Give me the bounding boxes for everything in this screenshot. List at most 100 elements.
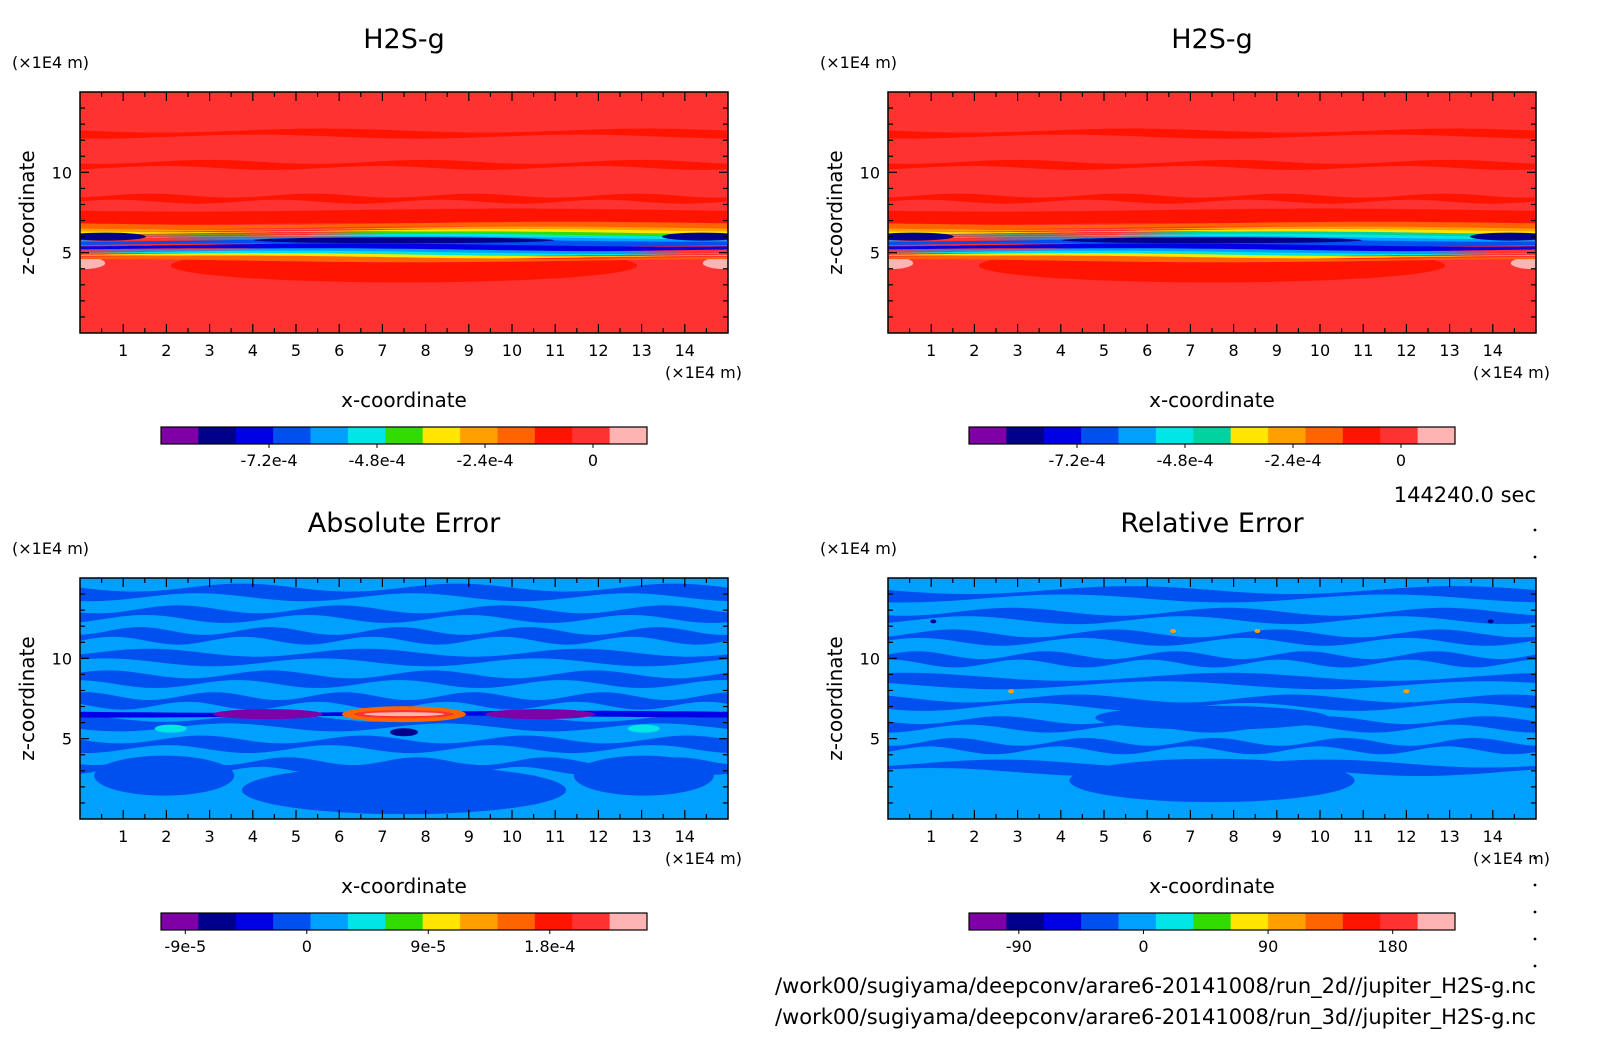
x-tick-label: 14 (1483, 341, 1503, 360)
y-unit-label: (×1E4 m) (12, 539, 89, 558)
contour-blob (1470, 232, 1536, 241)
contour-field (888, 578, 1536, 819)
colorbar-swatch (385, 913, 424, 930)
margin-dot (1533, 937, 1537, 941)
x-tick-label: 7 (377, 827, 387, 846)
x-tick-label: 7 (1185, 827, 1195, 846)
x-tick-label: 11 (545, 341, 565, 360)
contour-band (888, 253, 1536, 259)
contour-band (80, 250, 728, 257)
y-axis-label: z-coordinate (823, 636, 847, 760)
colorbar-swatch (572, 913, 611, 930)
colorbar-swatch (1043, 427, 1082, 444)
colorbar-label: 180 (1377, 937, 1408, 956)
x-axis-label: x-coordinate (1149, 874, 1275, 898)
colorbar-swatch (161, 913, 199, 930)
x-tick-label: 14 (1483, 827, 1503, 846)
contour-band (80, 221, 728, 230)
contour-band (80, 583, 728, 602)
margin-dot (1533, 555, 1537, 559)
contour-band (80, 735, 728, 754)
contour-blob (702, 257, 728, 270)
x-tick-label: 4 (1056, 341, 1066, 360)
colorbar-swatch (1380, 913, 1419, 930)
contour-field (888, 92, 1536, 333)
x-tick-label: 3 (1013, 341, 1023, 360)
colorbar: -90 0 90 180 (968, 912, 1456, 956)
colorbar-swatch (1081, 913, 1120, 930)
contour-band (888, 255, 1536, 263)
contour-band (80, 226, 728, 233)
panel-4: Relative Error(×1E4 m)1 2 3 4 5 6 7 8 9 10 11 12 13 1… (820, 508, 1550, 956)
x-axis-label: x-coordinate (341, 874, 467, 898)
colorbar-label: 9e-5 (410, 937, 446, 956)
colorbar-swatch (460, 913, 498, 930)
x-tick-label: 13 (631, 827, 651, 846)
colorbar-swatch (347, 427, 386, 444)
x-tick-label: 6 (1142, 341, 1152, 360)
contour-blob (254, 237, 554, 244)
contour-blob (364, 712, 444, 717)
x-tick-label: 10 (1310, 827, 1330, 846)
x-tick-label: 11 (545, 827, 565, 846)
colorbar-swatch (422, 913, 461, 930)
colorbar-swatch (1155, 913, 1194, 930)
colorbar-label: 0 (1138, 937, 1148, 956)
y-tick-label: 5 (870, 730, 880, 749)
x-tick-label: 12 (1396, 827, 1416, 846)
x-unit-label: (×1E4 m) (1473, 849, 1550, 868)
contour-blob (80, 232, 146, 241)
x-tick-label: 3 (205, 341, 215, 360)
x-tick-label: 2 (161, 827, 171, 846)
x-tick-label: 9 (1272, 341, 1282, 360)
colorbar-swatch (198, 913, 237, 930)
x-tick-label: 6 (1142, 827, 1152, 846)
contour-field (80, 578, 728, 819)
panel-3: Absolute Error(×1E4 m)1 2 3 4 5 6 7 8 9 10 11 12 13 1… (12, 508, 742, 956)
y-unit-label: (×1E4 m) (820, 53, 897, 72)
contour-blob (1062, 237, 1362, 244)
y-tick-label: 5 (62, 244, 72, 263)
contour-band (888, 248, 1536, 254)
contour-band (80, 605, 728, 623)
colorbar-swatch (1305, 427, 1344, 444)
contour-blob (1254, 629, 1261, 634)
contour-band (888, 250, 1536, 257)
contour-band (888, 208, 1536, 226)
x-tick-label: 1 (926, 341, 936, 360)
colorbar-swatch (1230, 913, 1269, 930)
colorbar-swatch (1081, 427, 1120, 444)
colorbar-swatch (1006, 913, 1045, 930)
colorbar-swatch (969, 913, 1007, 930)
x-tick-label: 4 (1056, 827, 1066, 846)
x-tick-label: 1 (926, 827, 936, 846)
colorbar-swatch (1380, 427, 1419, 444)
x-tick-label: 5 (291, 827, 301, 846)
contour-blob (390, 728, 418, 737)
colorbar-label: 0 (302, 937, 312, 956)
contour-band (80, 193, 728, 204)
contour-band (80, 208, 728, 226)
colorbar-swatch (1230, 427, 1269, 444)
x-tick-label: 12 (588, 341, 608, 360)
contour-band (80, 255, 728, 263)
colorbar-frame (160, 912, 648, 931)
colorbar-swatch (1043, 913, 1082, 930)
contour-blob (1095, 705, 1329, 730)
contour-field (80, 92, 728, 333)
panel-2: H2S-g(×1E4 m)1 2 3 4 5 6 7 8 9 10 11 12 13 14510(×1E4… (820, 24, 1550, 470)
x-tick-label: 11 (1353, 341, 1373, 360)
x-tick-label: 2 (969, 827, 979, 846)
y-tick-label: 5 (62, 730, 72, 749)
margin-dot (1533, 910, 1537, 914)
colorbar-swatch (385, 427, 424, 444)
colorbar-swatch (273, 427, 312, 444)
contour-blob (1008, 689, 1015, 694)
colorbar-swatch (310, 427, 349, 444)
colorbar-swatch (497, 427, 536, 444)
colorbar-swatch (460, 427, 498, 444)
x-tick-label: 13 (631, 341, 651, 360)
x-tick-label: 10 (502, 827, 522, 846)
colorbar-swatch (1118, 427, 1157, 444)
contour-band (888, 672, 1536, 690)
